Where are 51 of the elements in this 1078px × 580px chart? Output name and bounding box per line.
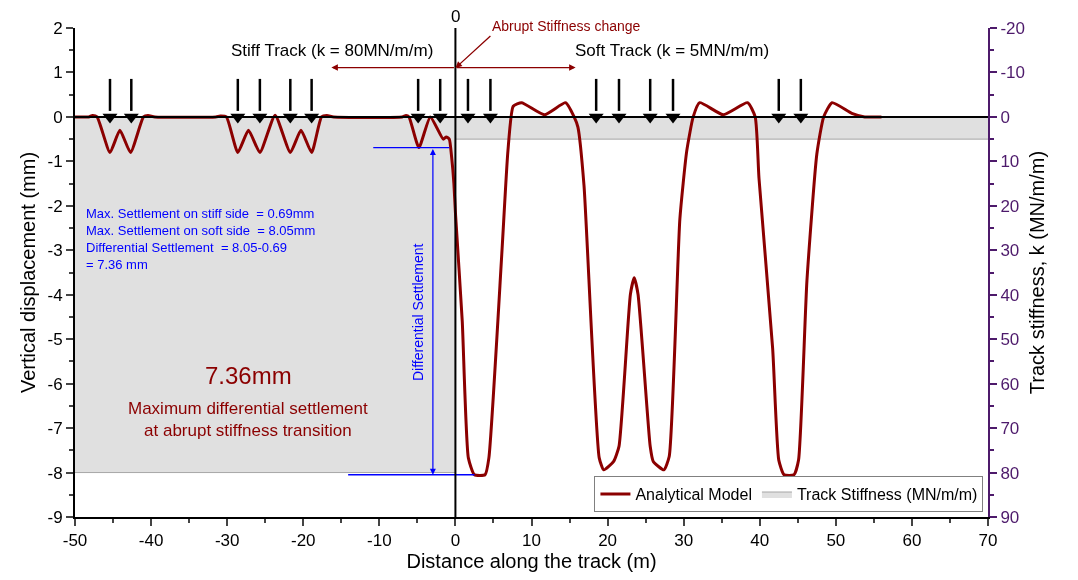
- y2-tick-label: 20: [1000, 196, 1020, 216]
- y2-tick-label: 60: [1000, 374, 1020, 394]
- annotation: Maximum differential settlement at abrupt stiffness transition: [128, 399, 368, 441]
- annotation: 7.36mm: [205, 362, 292, 389]
- annotation: Max. Settlement on stiff side = 0.69mm Max. Settlement on soft side = 8.05mm Differential Settlement = 8.05-0.69 = 7.36 mm: [86, 206, 316, 272]
- y-tick-label: -8: [47, 463, 63, 483]
- y-tick-label: 0: [53, 107, 63, 127]
- x-tick-label: 40: [750, 531, 770, 551]
- y2-tick-label: 40: [1000, 285, 1020, 305]
- x-tick-label: -40: [138, 531, 164, 551]
- y-tick-label: -6: [47, 374, 63, 394]
- x-tick-label: 10: [522, 531, 541, 551]
- y-axis-title: Vertical displacement (mm): [17, 151, 40, 394]
- y2-axis-title: Track stiffness, k (MN/m/m): [1025, 150, 1048, 395]
- annotation: Abrupt Stiffness change: [492, 18, 641, 34]
- x-tick-label: 50: [826, 531, 846, 551]
- line-series: [75, 101, 883, 477]
- legend-label: Analytical Model: [635, 486, 752, 504]
- y-tick-label: -4: [47, 285, 63, 305]
- y-tick-label: 1: [53, 63, 63, 83]
- annotation: Stiff Track (k = 80MN/m/m): [231, 41, 434, 60]
- y-tick-label: -1: [47, 152, 63, 172]
- y2-tick-label: 50: [1000, 330, 1020, 350]
- y-tick-label: -2: [47, 196, 63, 216]
- x-tick-label: 70: [978, 531, 998, 551]
- y2-tick-label: 10: [1000, 152, 1020, 172]
- y2-tick-label: 80: [1000, 463, 1020, 483]
- y-tick-label: -9: [47, 507, 63, 527]
- x-axis-title: Distance along the track (m): [406, 550, 657, 573]
- y2-tick-label: -10: [1000, 63, 1025, 83]
- x-tick-label: -10: [367, 531, 392, 551]
- x-tick-label: 60: [902, 531, 922, 551]
- y2-tick-label: 0: [1000, 107, 1010, 127]
- y2-tick-label: 90: [1000, 507, 1020, 527]
- y-tick-label: -7: [47, 419, 63, 439]
- x-tick-label: 30: [674, 531, 694, 551]
- y2-tick-label: -20: [1000, 18, 1025, 38]
- y2-tick-label: 70: [1000, 419, 1020, 439]
- annotation: Differential Settlement: [409, 243, 426, 381]
- x-tick-label: -30: [214, 531, 240, 551]
- y-tick-label: 2: [53, 18, 63, 38]
- annotation: Soft Track (k = 5MN/m/m): [575, 41, 770, 60]
- legend-label: Track Stiffness (MN/m/m): [796, 486, 978, 504]
- x-tick-label: -50: [62, 531, 88, 551]
- x-tick-label: 0: [450, 531, 461, 551]
- y-tick-label: -5: [47, 330, 63, 350]
- x-tick-label: -20: [290, 531, 316, 551]
- x-tick-label: 20: [598, 531, 618, 551]
- ref-line-label: 0: [451, 7, 461, 26]
- y-tick-label: -3: [47, 241, 63, 261]
- y2-tick-label: 30: [1000, 241, 1020, 261]
